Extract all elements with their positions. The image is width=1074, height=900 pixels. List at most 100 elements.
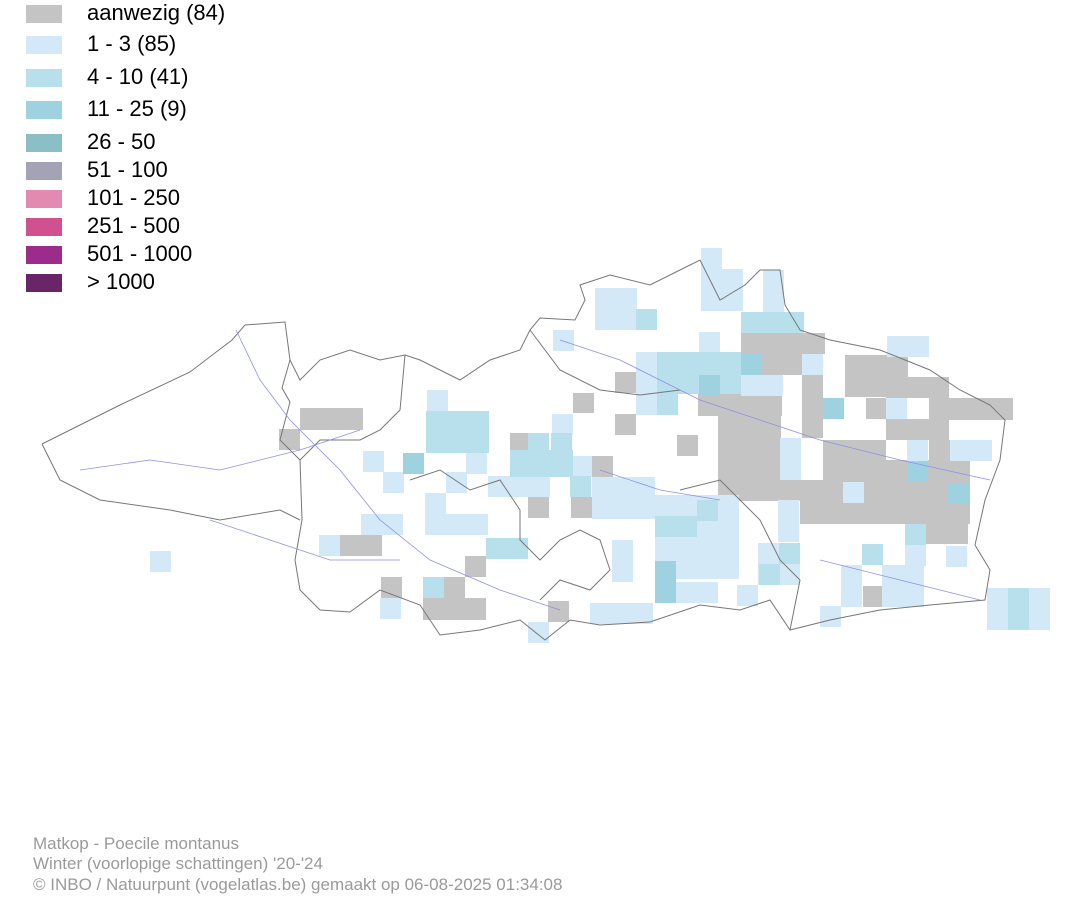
grid-cell: [465, 556, 486, 577]
legend-label: 26 - 50: [87, 129, 156, 154]
legend-swatch: [26, 69, 62, 87]
grid-cell: [510, 433, 531, 454]
grid-cell: [655, 561, 676, 603]
grid-cell: [820, 606, 841, 627]
grid-cell: [486, 538, 528, 559]
grid-cell: [380, 598, 401, 619]
grid-cell: [823, 398, 844, 419]
grid-cell: [488, 476, 530, 497]
grid-cell: [570, 476, 591, 497]
legend-label: 11 - 25 (9): [87, 96, 187, 121]
grid-cell: [929, 398, 1013, 420]
footer-line: © INBO / Natuurpunt (vogelatlas.be) gema…: [33, 875, 562, 894]
legend-swatch: [26, 134, 62, 152]
grid-cell: [741, 333, 825, 354]
grid-cell: [946, 546, 967, 567]
legend-swatch: [26, 162, 62, 180]
grid-cell: [615, 372, 636, 393]
grid-cell: [636, 352, 657, 415]
grid-cell: [759, 564, 780, 585]
grid-cell: [701, 248, 722, 269]
legend-swatch: [26, 274, 62, 292]
grid-cell: [361, 514, 403, 535]
legend-swatch: [26, 101, 62, 119]
grid-cell: [697, 500, 718, 521]
grid-cell: [615, 414, 636, 435]
grid-cell: [510, 450, 573, 477]
grid-cell: [905, 524, 926, 545]
grid-cell: [553, 330, 574, 351]
grid-cell: [948, 483, 969, 504]
grid-cell: [551, 433, 572, 454]
grid-cell: [738, 480, 780, 501]
grid-cell: [761, 354, 803, 375]
grid-cell: [403, 453, 424, 474]
legend-label: 1 - 3 (85): [87, 31, 176, 56]
grid-cell: [699, 375, 720, 396]
grid-cell: [907, 461, 928, 482]
footer-line: Winter (voorlopige schattingen) '20-'24: [33, 854, 323, 873]
grid-cell: [426, 411, 489, 453]
legend-swatch: [26, 5, 62, 23]
rivers: [79, 329, 991, 611]
grid-cell: [571, 497, 592, 518]
legend-label: 51 - 100: [87, 157, 168, 182]
grid-cells: [150, 248, 1050, 643]
grid-cell: [737, 585, 758, 606]
grid-cell: [528, 622, 549, 643]
grid-cell: [802, 375, 823, 438]
legend-label: 4 - 10 (41): [87, 64, 189, 89]
grid-cell: [677, 435, 698, 456]
grid-cell: [741, 354, 762, 375]
grid-cell: [552, 414, 573, 435]
grid-cell: [862, 544, 883, 565]
grid-cell: [676, 582, 718, 603]
legend-label: 251 - 500: [87, 213, 180, 238]
legend-swatch: [26, 190, 62, 208]
grid-cell: [636, 309, 657, 330]
legend-swatch: [26, 218, 62, 236]
grid-cell: [886, 419, 949, 440]
grid-cell: [425, 514, 488, 535]
footer-line: Matkop - Poecile montanus: [33, 834, 239, 853]
grid-cell: [778, 500, 799, 542]
grid-cell: [886, 377, 949, 398]
grid-cell: [780, 480, 801, 501]
legend-swatch: [26, 36, 62, 54]
grid-cell: [444, 577, 465, 598]
grid-cell: [950, 440, 992, 461]
grid-cell: [571, 456, 592, 477]
grid-cell: [528, 433, 549, 454]
grid-cell: [699, 332, 720, 353]
grid-cell: [863, 586, 884, 607]
grid-cell: [841, 565, 862, 607]
legend-label: > 1000: [87, 269, 155, 294]
grid-cell: [655, 516, 697, 537]
grid-cell: [779, 543, 800, 564]
grid-cell: [887, 336, 929, 357]
grid-cell: [780, 438, 801, 480]
grid-cell: [1008, 588, 1029, 630]
grid-cell: [802, 354, 823, 375]
legend-label: 101 - 250: [87, 185, 180, 210]
grid-cell: [573, 393, 594, 413]
grid-cell: [381, 577, 402, 598]
grid-cell: [363, 451, 384, 472]
grid-cell: [595, 288, 637, 330]
grid-cell: [866, 398, 887, 419]
grid-cell: [340, 535, 382, 556]
grid-cell: [763, 270, 784, 312]
grid-cell: [423, 577, 444, 598]
grid-cell: [741, 375, 783, 396]
grid-cell: [427, 390, 448, 411]
grid-cell: [843, 482, 864, 503]
grid-cell: [423, 598, 486, 620]
grid-cell: [529, 476, 550, 497]
grid-cell: [446, 472, 467, 493]
grid-cell: [466, 453, 487, 474]
grid-cell: [150, 551, 171, 572]
grid-cell: [882, 565, 924, 607]
grid-cell: [548, 601, 569, 622]
grid-cell: [926, 500, 968, 544]
